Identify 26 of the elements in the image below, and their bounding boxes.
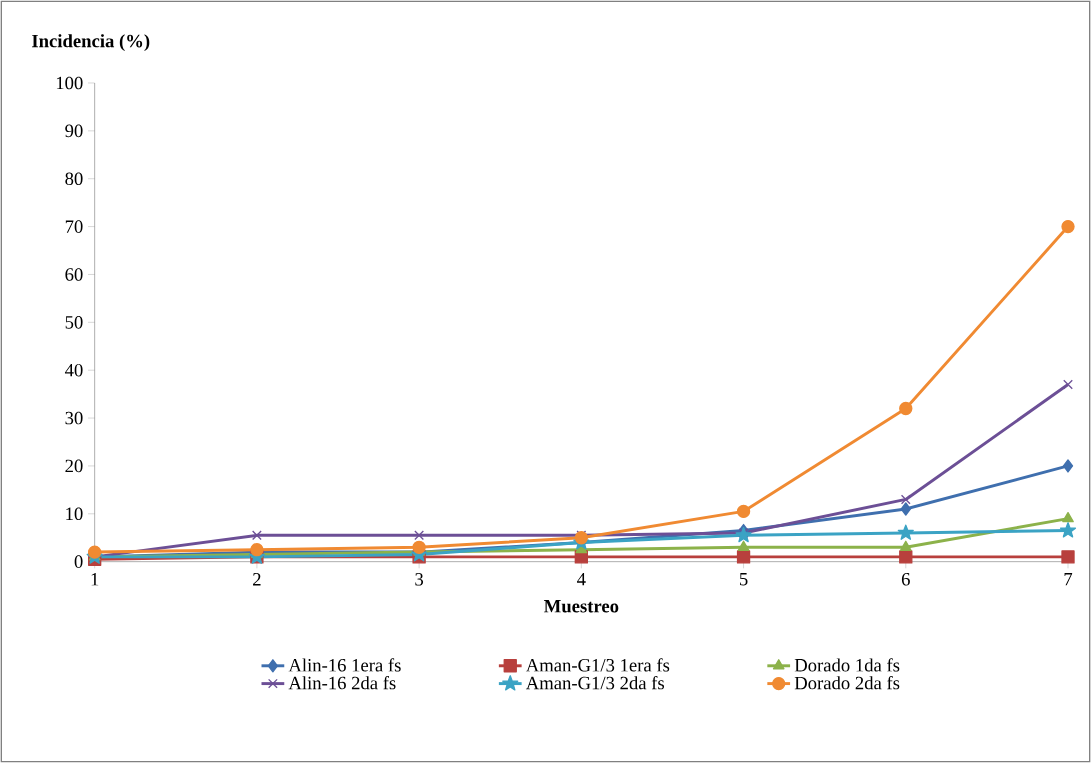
- y-axis-title: Incidencia (%): [32, 34, 150, 52]
- y-tick-label: 90: [65, 124, 83, 138]
- legend-label: Aman-G1/3 2da fs: [525, 676, 665, 690]
- y-tick-label: 70: [65, 220, 83, 233]
- y-tick-label: 50: [65, 316, 83, 329]
- x-tick-label: 1: [91, 573, 99, 586]
- y-tick-label: 80: [65, 172, 83, 186]
- y-tick-label: 10: [66, 507, 83, 521]
- y-tick-label: 30: [65, 411, 83, 425]
- y-tick-label: 40: [64, 363, 83, 377]
- x-tick-label: 5: [739, 573, 748, 586]
- legend-label: Aman-G1/3 1era fs: [525, 658, 670, 672]
- legend-label: Alin-16 1era fs: [288, 658, 401, 672]
- x-tick-label: 4: [577, 573, 586, 586]
- legend-label: Dorado 1da fs: [794, 658, 900, 672]
- y-tick-label: 0: [74, 555, 83, 568]
- y-tick-label: 20: [65, 459, 83, 473]
- y-tick-label: 100: [56, 76, 83, 90]
- x-tick-label: 6: [901, 573, 910, 586]
- legend-label: Dorado 2da fs: [794, 676, 900, 690]
- legend-label: Alin-16 2da fs: [288, 676, 396, 690]
- x-tick-label: 2: [253, 573, 261, 586]
- y-tick-label: 60: [65, 268, 83, 281]
- x-axis-title: Muestreo: [543, 600, 619, 613]
- x-tick-label: 7: [1064, 573, 1073, 586]
- x-tick-label: 3: [415, 573, 424, 586]
